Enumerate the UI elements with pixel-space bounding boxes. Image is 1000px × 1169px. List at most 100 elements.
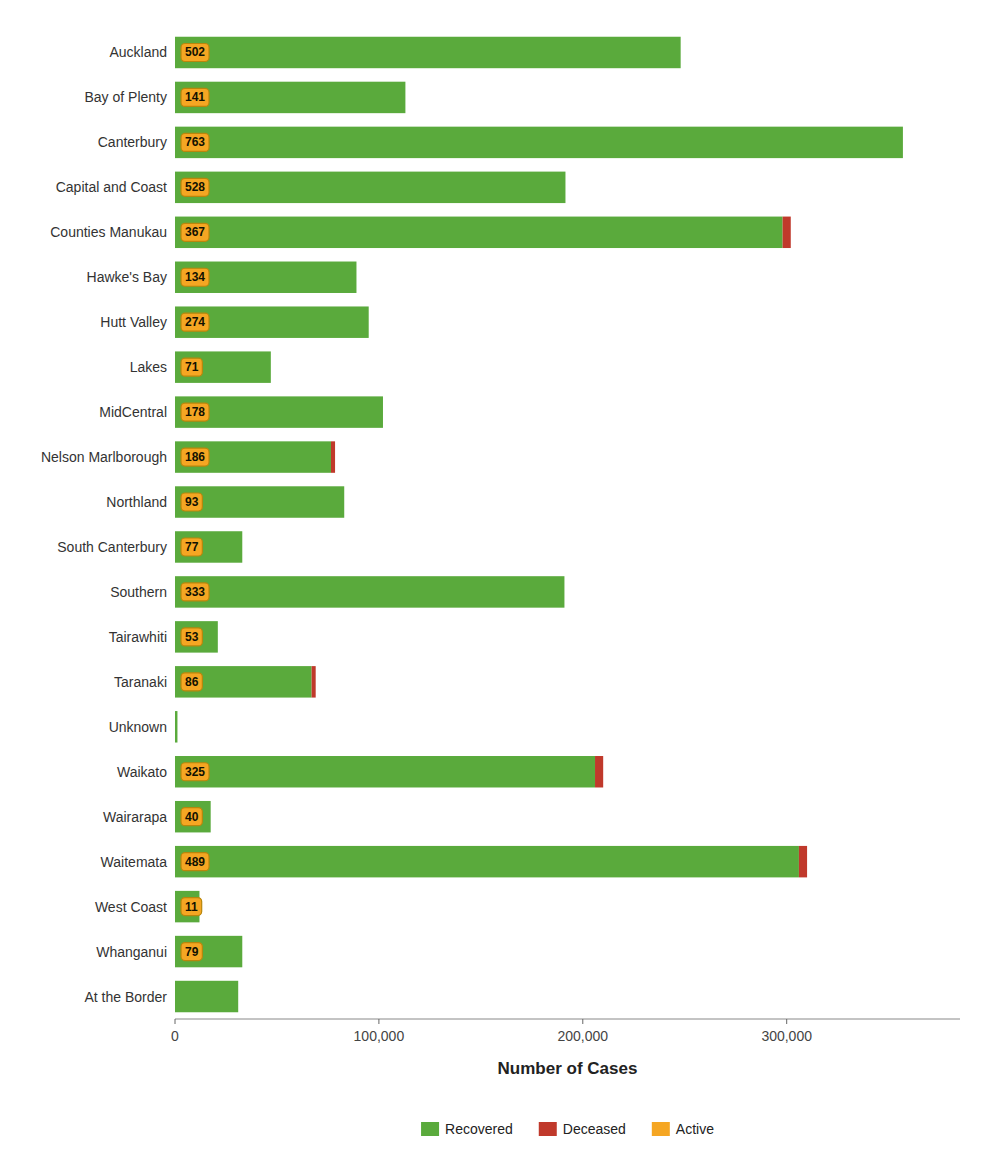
bar [242,531,243,562]
active-label-text: 502 [185,45,205,59]
active-label: 274 [181,313,209,331]
active-label-text: 186 [185,450,205,464]
active-label-box [181,583,209,601]
y-tick-label: Nelson Marlborough [41,449,167,465]
active-label-text: 134 [185,270,205,284]
bar [175,486,344,517]
active-label-box [181,358,202,376]
bar [799,846,807,877]
legend-item: Deceased [539,1121,626,1137]
active-label-text: 86 [185,675,199,689]
active-label-box [181,448,209,466]
x-tick [175,1019,176,1024]
active-label: 40 [181,808,202,826]
x-tick [378,1019,379,1024]
y-tick-label: Canterbury [98,134,167,150]
bar [595,756,603,787]
active-label-box [181,763,209,781]
y-tick-label: Hutt Valley [100,314,167,330]
active-label-text: 489 [185,855,205,869]
active-label-text: 274 [185,315,205,329]
y-tick-label: Auckland [109,44,167,60]
background [0,0,1000,1169]
bar [175,172,565,203]
active-label: 325 [181,763,209,781]
y-tick-label: Northland [106,494,167,510]
legend-swatch [539,1122,557,1136]
bar [242,936,243,967]
y-tick-label: Waitemata [101,854,168,870]
active-label-box [181,538,202,556]
bar [217,621,218,652]
active-label-text: 763 [185,135,205,149]
active-label-box [181,88,209,106]
active-label-text: 79 [185,945,199,959]
active-label-text: 71 [185,360,199,374]
active-label: 186 [181,448,209,466]
x-tick [582,1019,583,1024]
y-tick-label: Bay of Plenty [85,89,168,105]
active-label-text: 93 [185,495,199,509]
y-tick-label: Unknown [109,719,167,735]
y-tick-label: Lakes [130,359,167,375]
bar [175,127,903,158]
bar [210,801,211,832]
active-label-text: 333 [185,585,205,599]
active-label: 79 [181,943,202,961]
bar [175,306,369,337]
legend: RecoveredDeceasedActive [421,1121,714,1137]
active-label: 489 [181,853,209,871]
active-label-text: 11 [185,900,198,914]
y-tick-label: South Canterbury [57,539,167,555]
bar [238,981,239,1012]
y-axis: Auckland Bay of Plenty Canterbury Capital a… [41,44,167,1004]
y-tick-label: Waikato [117,764,167,780]
y-tick-label: Hawke's Bay [87,269,167,285]
active-label-box [181,313,209,331]
active-label: 502 [181,43,209,61]
x-axis-label: Number of Cases [498,1059,638,1078]
bar [175,801,211,832]
y-tick-label: West Coast [95,899,167,915]
y-tick-label: Taranaki [114,674,167,690]
active-label-box [181,628,202,646]
bar [175,666,312,697]
legend-label: Recovered [445,1121,513,1137]
bar [356,262,357,293]
bar [783,217,791,248]
bar [175,351,271,382]
bar [175,37,681,68]
legend-item: Recovered [421,1121,513,1137]
y-tick-label: Whanganui [96,944,167,960]
x-tick-label: 100,000 [354,1028,405,1044]
bar [175,846,799,877]
active-label-box [181,43,209,61]
x-tick-label: 200,000 [557,1028,608,1044]
bar [564,576,565,607]
bar [175,981,238,1012]
active-label-box [181,853,209,871]
x-tick-label: 0 [171,1028,179,1044]
bars [175,37,903,1013]
legend-swatch [421,1122,439,1136]
bar [312,666,316,697]
bar [175,531,242,562]
active-label-box [181,133,209,151]
bar [405,82,406,113]
y-tick-label: MidCentral [99,404,167,420]
active-label: 11 [181,898,202,916]
active-label-text: 141 [185,90,205,104]
bar [382,396,383,427]
bar [331,441,335,472]
y-tick-label: At the Border [85,989,168,1005]
x-tick [786,1019,787,1024]
active-label-box [181,673,202,691]
active-label-text: 77 [185,540,199,554]
bar [175,936,242,967]
bar [368,306,369,337]
active-label-text: 528 [185,180,205,194]
active-label: 367 [181,223,209,241]
active-label-text: 40 [185,810,199,824]
y-tick-label: Capital and Coast [56,179,167,195]
y-tick-label: Tairawhiti [109,629,167,645]
